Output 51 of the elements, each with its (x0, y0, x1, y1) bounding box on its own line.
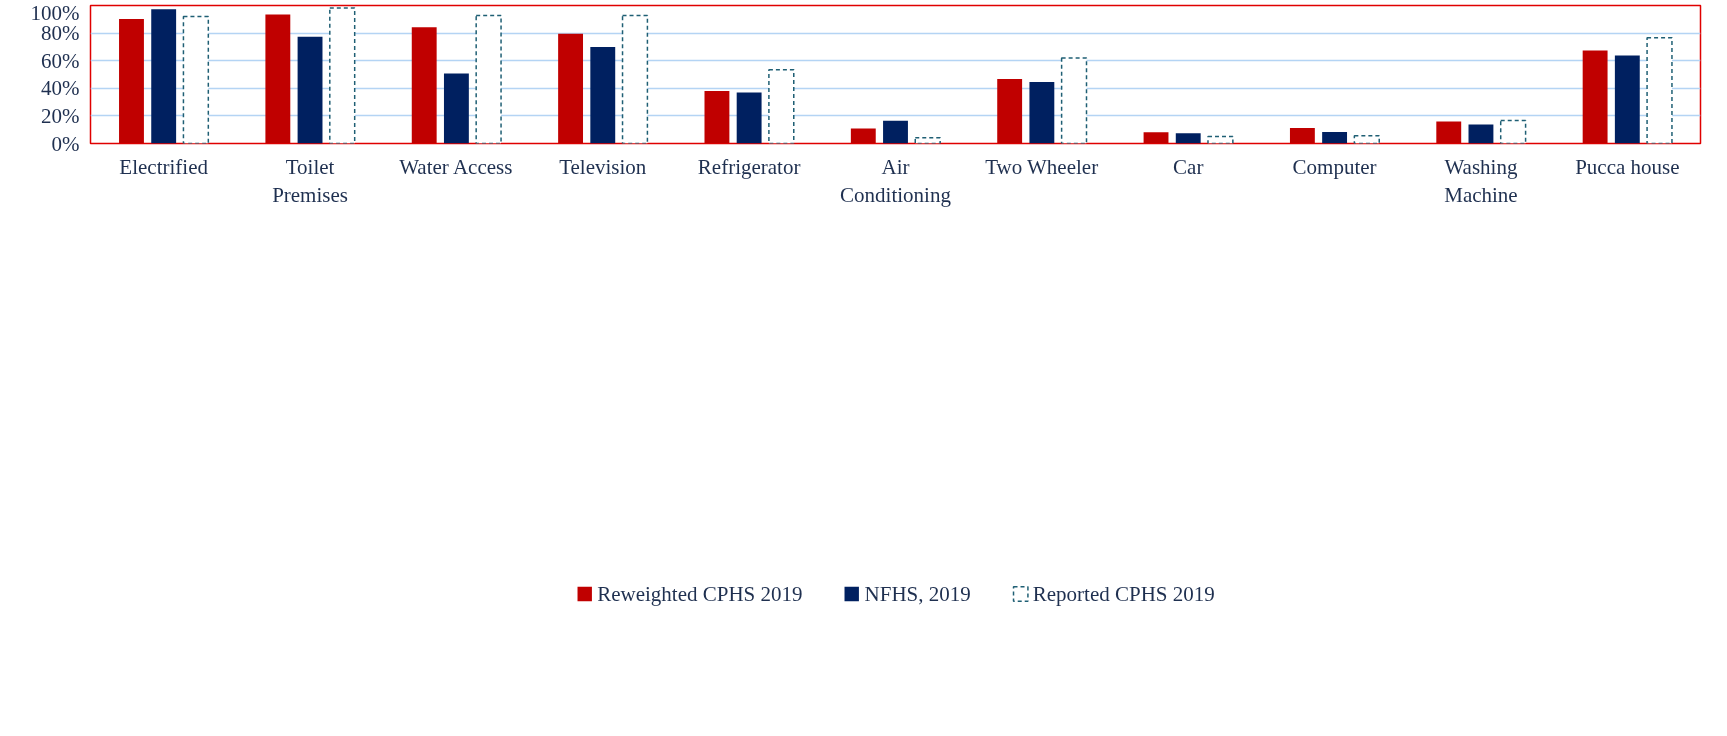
bar (1322, 132, 1348, 144)
bar (883, 120, 908, 144)
x-tick-label: Washing Machine (1444, 154, 1518, 208)
x-tick-label: Electrified (119, 154, 209, 179)
y-tick-label: 40% (41, 76, 80, 101)
bar (1646, 37, 1673, 144)
legend-label: Reweighted CPHS 2019 (597, 581, 803, 607)
bar (704, 90, 730, 144)
x-tick-label: Television (559, 154, 647, 179)
x-tick-label: Car (1173, 154, 1204, 179)
bar (768, 69, 795, 144)
bar (329, 7, 356, 144)
bar (914, 137, 941, 144)
bar (151, 9, 177, 144)
bar (443, 73, 469, 144)
bar (850, 128, 876, 144)
bar (297, 36, 323, 144)
bar (558, 33, 584, 144)
bar (1468, 124, 1494, 144)
legend-label: NFHS, 2019 (864, 581, 971, 607)
bar (621, 14, 649, 144)
bar (265, 14, 291, 144)
y-tick-label: 0% (51, 131, 80, 156)
bar (1060, 57, 1088, 144)
x-tick-label: Pucca house (1575, 154, 1680, 179)
x-tick-label: Toilet Premises (272, 154, 348, 208)
bar (1029, 81, 1055, 144)
bar (182, 15, 210, 144)
bar (1499, 119, 1527, 144)
y-tick-label: 60% (41, 48, 80, 73)
bar (1436, 121, 1462, 144)
bar (1175, 133, 1201, 144)
legend-label: Reported CPHS 2019 (1032, 581, 1215, 607)
bar (1289, 127, 1315, 144)
bar (997, 79, 1023, 144)
bar (119, 18, 144, 144)
bar (1582, 50, 1608, 144)
bar (736, 92, 762, 144)
bar (1207, 135, 1234, 144)
x-tick-label: Two Wheeler (985, 154, 1099, 179)
bar (1353, 134, 1380, 144)
x-tick-label: Water Access (399, 154, 513, 179)
x-tick-label: Computer (1292, 154, 1377, 179)
bar (1143, 132, 1169, 144)
bar (475, 14, 502, 144)
x-tick-label: Air Conditioning (840, 154, 952, 208)
y-tick-label: 20% (41, 103, 80, 128)
x-tick-label: Refrigerator (697, 154, 801, 179)
bar (411, 27, 437, 144)
bar (590, 47, 616, 144)
bar (1614, 55, 1640, 144)
